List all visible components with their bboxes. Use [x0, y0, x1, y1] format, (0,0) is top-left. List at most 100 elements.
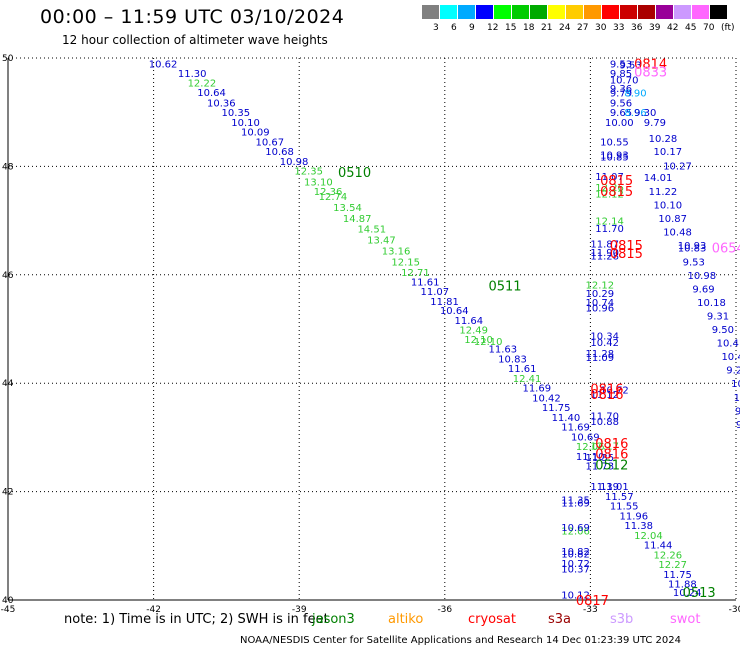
wave-height-value: 10.98 [280, 157, 309, 168]
wave-height-value: 9.69 [692, 284, 714, 295]
wave-height-value: 11.09 [586, 353, 615, 364]
pass-label: 0511 [488, 280, 521, 295]
wave-height-value: 10.64 [440, 306, 469, 317]
legend-label: 27 [577, 23, 589, 33]
wave-height-value: 12.27 [658, 560, 687, 571]
wave-height-value: 11.22 [649, 187, 678, 198]
wave-height-value: 9.56 [610, 98, 632, 109]
legend-label: 39 [649, 23, 661, 33]
wave-height-value: 9.65 [610, 108, 632, 119]
legend-label: 36 [631, 23, 643, 33]
wave-height-value: 10.24 [673, 588, 702, 599]
wave-height-value: 11.12 [590, 390, 619, 401]
wave-height-value: 14.87 [343, 214, 372, 225]
wave-height-value: 10.72 [600, 386, 629, 397]
wave-height-value: 10.93 [600, 150, 629, 161]
wave-height-value: 10.09 [241, 128, 270, 139]
wave-height-value: 10.83 [498, 354, 527, 365]
wave-height-value: 10.10 [653, 200, 682, 211]
wave-height-value: 11.44 [644, 541, 673, 552]
legend-label: 45 [685, 23, 697, 33]
wave-height-value: 9.53 [683, 257, 705, 268]
legend-label: 3 [433, 23, 439, 33]
legend-label: 12 [487, 23, 499, 33]
pass-label: 0654 [712, 242, 740, 257]
y-tick-label: 46 [2, 271, 14, 281]
pass-label: 0816 [590, 383, 623, 398]
wave-height-value: 14.01 [644, 173, 673, 184]
legend-label: 15 [505, 23, 517, 33]
wave-height-value: 11.73 [586, 462, 615, 473]
wave-height-value: 10.67 [256, 137, 285, 148]
pass-label: 0815 [610, 247, 643, 262]
wave-height-value: 10.83 [678, 244, 707, 255]
legend-swatch [638, 5, 655, 19]
wave-height-value: 12.15 [391, 257, 420, 268]
y-tick-label: 48 [2, 162, 14, 172]
legend-label: 24 [559, 23, 571, 33]
legend-swatch [476, 5, 493, 19]
legend-label: 18 [523, 23, 535, 33]
wave-height-value: 11.38 [624, 521, 653, 532]
wave-height-value: 11.88 [668, 580, 697, 591]
page-subtitle: 12 hour collection of altimeter wave hei… [62, 33, 328, 47]
legend-swatch [710, 5, 727, 19]
wave-height-value: 12.35 [294, 167, 323, 178]
wave-height-value: 11.63 [488, 345, 517, 356]
x-tick-label: -36 [437, 605, 452, 615]
legend-label: 21 [541, 23, 553, 33]
pass-label: 0815 [600, 174, 633, 189]
wave-height-value: 11.07 [595, 172, 624, 183]
pass-label: 0510 [338, 166, 371, 181]
wave-height-value: 13.10 [304, 178, 333, 189]
wave-height-value: 10.62 [149, 59, 178, 70]
legend-swatch [458, 5, 475, 19]
wave-height-value: 12.10 [464, 335, 493, 346]
legend-swatch [620, 5, 637, 19]
y-tick-label: 42 [2, 488, 13, 498]
pass-label: 0814 [634, 57, 667, 72]
wave-height-value: 12.12 [586, 281, 615, 292]
wave-height-value: 12.26 [653, 550, 682, 561]
x-tick-label: -42 [146, 605, 161, 615]
wave-height-value: 10.98 [687, 271, 716, 282]
wave-height-value: 11.61 [411, 277, 440, 288]
pass-label: 0513 [683, 586, 716, 601]
legend-label: 6 [451, 23, 457, 33]
wave-height-value: 10.69 [561, 523, 590, 534]
wave-height-value: 12.14 [595, 217, 624, 228]
legend-label: 33 [613, 23, 625, 33]
wave-height-value: 12.06 [576, 442, 605, 453]
wave-height-value: 11.90 [590, 248, 619, 259]
wave-height-value: 9. [735, 406, 740, 417]
legend-swatch [602, 5, 619, 19]
wave-height-value: 11.57 [605, 492, 634, 503]
satellite-label: jason3 [312, 612, 355, 627]
wave-height-value: 11.69 [561, 423, 590, 434]
legend-swatch [548, 5, 565, 19]
legend-label: 9 [469, 23, 475, 33]
wave-height-value: 10.82 [561, 549, 590, 560]
y-tick-label: 50 [2, 54, 14, 64]
wave-height-value: 11.69 [561, 498, 590, 509]
pass-label: 0833 [634, 66, 667, 81]
wave-height-value: 10.87 [658, 214, 687, 225]
wave-height-value: 10.88 [590, 417, 619, 428]
wave-height-value: 9.25 [726, 366, 740, 377]
wave-height-value: 11.28 [590, 251, 619, 262]
wave-height-value: 10.74 [586, 298, 615, 309]
legend-swatch [692, 5, 709, 19]
wave-height-value: 11.87 [590, 239, 619, 250]
wave-height-value: 8.96 [624, 108, 646, 119]
legend-swatch [512, 5, 529, 19]
x-tick-label: -39 [292, 605, 307, 615]
wave-height-value: 10.42 [532, 393, 561, 404]
legend-swatch [566, 5, 583, 19]
wave-height-value: 10.93 [678, 241, 707, 252]
wave-height-value: 11.61 [508, 364, 537, 375]
wave-height-value: 12.06 [561, 527, 590, 538]
wave-height-value: 10.48 [721, 352, 740, 363]
legend-swatch [530, 5, 547, 19]
legend-label: 42 [667, 23, 679, 33]
wave-height-value: 10.10 [231, 118, 260, 129]
